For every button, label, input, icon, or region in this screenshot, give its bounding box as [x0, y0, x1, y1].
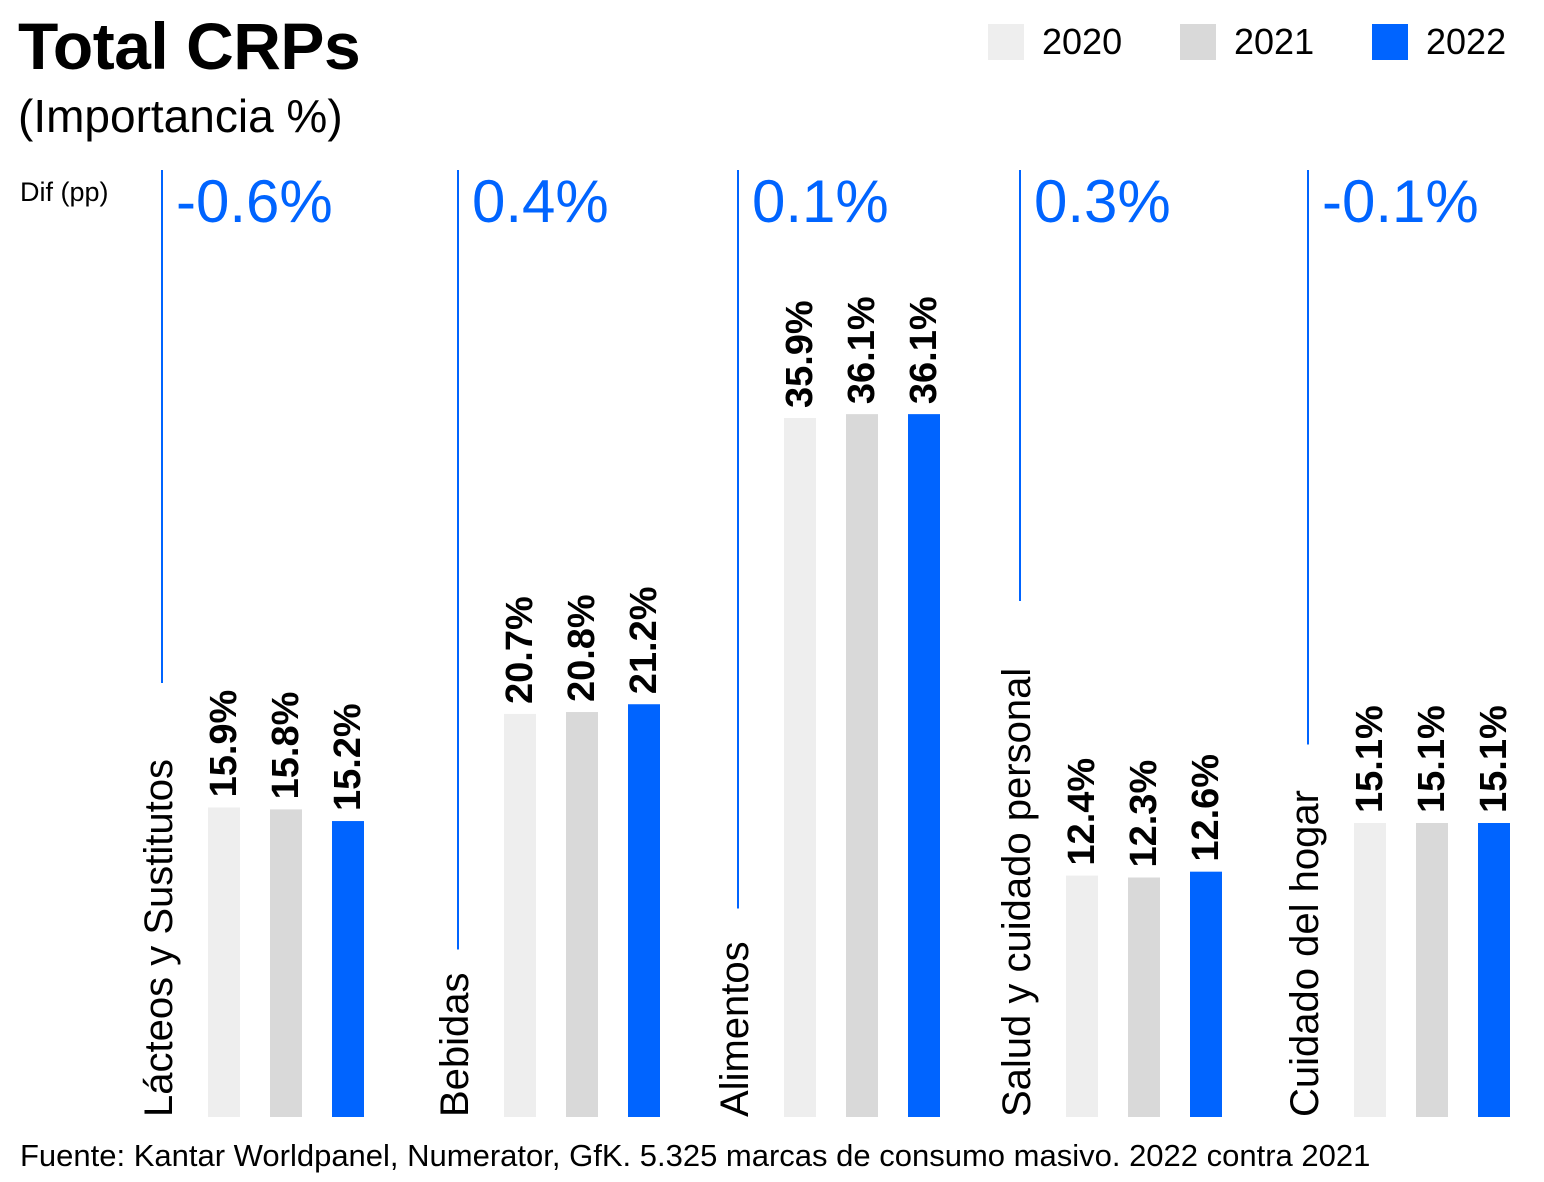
category-label-alimentos: Alimentos: [713, 941, 757, 1117]
bar-lacteos-y-sustitutos-2020: [208, 807, 240, 1117]
source-note: Fuente: Kantar Worldpanel, Numerator, Gf…: [20, 1138, 1371, 1173]
legend-item-2021: 2021: [1180, 20, 1314, 64]
legend-item-2022: 2022: [1372, 20, 1506, 64]
legend-label-2022: 2022: [1426, 21, 1507, 62]
value-label-cuidado-del-hogar-2022: 15.1%: [1473, 705, 1515, 813]
difference-label: Dif (pp): [20, 177, 109, 207]
value-label-lacteos-y-sustitutos-2021: 15.8%: [265, 692, 307, 800]
value-label-alimentos-2021: 36.1%: [841, 296, 883, 404]
category-label-bebidas: Bebidas: [433, 972, 477, 1117]
legend-swatch-2020: [988, 24, 1024, 60]
chart-title: Total CRPs: [18, 9, 361, 83]
value-label-bebidas-2021: 20.8%: [561, 594, 603, 702]
legend-swatch-2022: [1372, 24, 1408, 60]
bar-alimentos-2020: [784, 418, 816, 1118]
value-label-salud-y-cuidado-personal-2021: 12.3%: [1123, 760, 1165, 868]
category-label-salud-y-cuidado-personal: Salud y cuidado personal: [995, 668, 1039, 1117]
bar-salud-y-cuidado-personal-2021: [1128, 877, 1160, 1117]
bar-cuidado-del-hogar-2022: [1478, 823, 1510, 1117]
value-label-lacteos-y-sustitutos-2022: 15.2%: [327, 703, 369, 811]
category-label-lacteos-y-sustitutos: Lácteos y Sustitutos: [137, 759, 181, 1117]
value-label-alimentos-2020: 35.9%: [779, 300, 821, 408]
value-label-cuidado-del-hogar-2020: 15.1%: [1349, 705, 1391, 813]
bar-bebidas-2020: [504, 713, 536, 1117]
bar-cuidado-del-hogar-2021: [1416, 823, 1448, 1117]
legend-swatch-2021: [1180, 24, 1216, 60]
bar-bebidas-2021: [566, 712, 598, 1117]
bar-alimentos-2022: [908, 414, 940, 1117]
value-label-lacteos-y-sustitutos-2020: 15.9%: [203, 690, 245, 798]
value-label-cuidado-del-hogar-2021: 15.1%: [1411, 705, 1453, 813]
difference-value-lacteos-y-sustitutos: -0.6%: [176, 168, 333, 235]
difference-value-alimentos: 0.1%: [752, 168, 889, 235]
legend-label-2020: 2020: [1042, 21, 1123, 62]
legend-label-2021: 2021: [1234, 21, 1315, 62]
value-label-salud-y-cuidado-personal-2022: 12.6%: [1185, 754, 1227, 862]
category-label-cuidado-del-hogar: Cuidado del hogar: [1283, 790, 1327, 1117]
bar-lacteos-y-sustitutos-2022: [332, 821, 364, 1117]
difference-value-salud-y-cuidado-personal: 0.3%: [1034, 168, 1171, 235]
value-label-bebidas-2020: 20.7%: [499, 596, 541, 704]
value-label-bebidas-2022: 21.2%: [623, 586, 665, 694]
value-label-alimentos-2022: 36.1%: [903, 296, 945, 404]
difference-value-cuidado-del-hogar: -0.1%: [1322, 168, 1479, 235]
legend-item-2020: 2020: [988, 20, 1122, 64]
bar-alimentos-2021: [846, 414, 878, 1117]
value-label-salud-y-cuidado-personal-2020: 12.4%: [1061, 758, 1103, 866]
bar-bebidas-2022: [628, 704, 660, 1117]
bar-lacteos-y-sustitutos-2021: [270, 809, 302, 1117]
difference-value-bebidas: 0.4%: [472, 168, 609, 235]
chart-subtitle: (Importancia %): [18, 90, 343, 142]
bar-salud-y-cuidado-personal-2020: [1066, 875, 1098, 1117]
bar-salud-y-cuidado-personal-2022: [1190, 871, 1222, 1117]
bar-cuidado-del-hogar-2020: [1354, 823, 1386, 1117]
